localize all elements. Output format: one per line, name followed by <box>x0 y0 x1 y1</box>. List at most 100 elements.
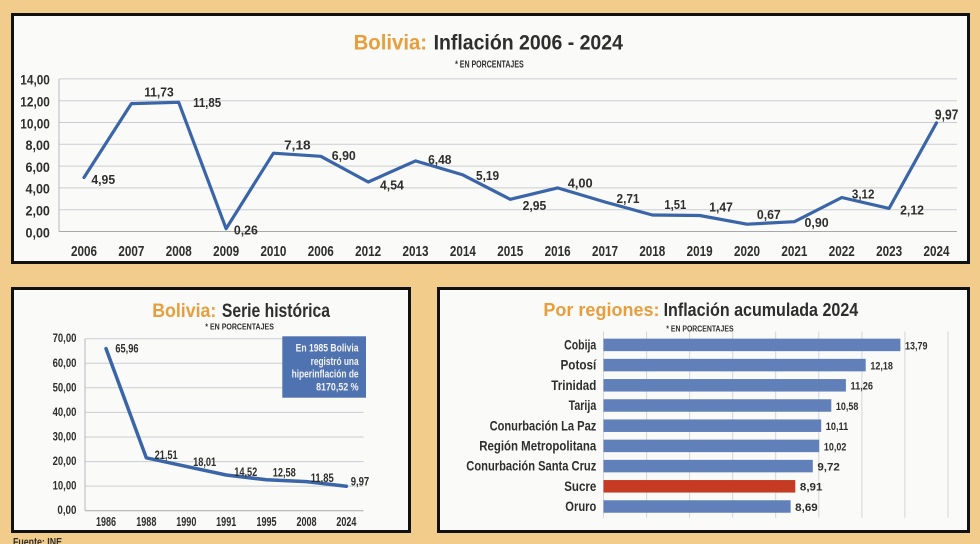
svg-text:Región Metropolitana: Región Metropolitana <box>479 439 596 454</box>
svg-text:4,95: 4,95 <box>91 172 115 187</box>
svg-text:0,90: 0,90 <box>805 215 829 230</box>
svg-text:2,71: 2,71 <box>617 191 640 206</box>
svg-text:2012: 2012 <box>355 244 381 260</box>
svg-text:1991: 1991 <box>216 514 236 529</box>
svg-text:8,91: 8,91 <box>800 482 823 494</box>
svg-text:12,00: 12,00 <box>20 94 50 110</box>
svg-text:Conurbación Santa Cruz: Conurbación Santa Cruz <box>466 459 596 474</box>
svg-text:4,00: 4,00 <box>26 181 51 197</box>
svg-text:30,00: 30,00 <box>53 429 77 443</box>
svg-text:Por regiones:: Por regiones: <box>543 299 659 320</box>
svg-text:2016: 2016 <box>545 244 571 260</box>
svg-text:2006: 2006 <box>308 244 334 260</box>
svg-text:5,19: 5,19 <box>476 168 499 183</box>
svg-text:8,69: 8,69 <box>795 502 818 514</box>
svg-text:0,00: 0,00 <box>26 224 51 240</box>
svg-text:2009: 2009 <box>213 244 239 260</box>
svg-text:14,00: 14,00 <box>20 72 50 88</box>
svg-text:0,26: 0,26 <box>234 222 258 237</box>
svg-text:Inflación acumulada 2024: Inflación acumulada 2024 <box>664 299 859 320</box>
svg-text:10,02: 10,02 <box>824 441 847 453</box>
svg-text:13,79: 13,79 <box>905 340 928 352</box>
svg-text:Trinidad: Trinidad <box>551 378 596 393</box>
svg-text:2019: 2019 <box>687 244 713 260</box>
svg-text:50,00: 50,00 <box>53 380 77 394</box>
svg-text:20,00: 20,00 <box>53 454 77 468</box>
svg-text:2022: 2022 <box>829 244 855 260</box>
svg-text:65,96: 65,96 <box>115 342 138 356</box>
svg-text:8,00: 8,00 <box>26 137 51 153</box>
svg-text:10,00: 10,00 <box>20 115 50 131</box>
svg-text:* EN PORCENTAJES: * EN PORCENTAJES <box>666 323 734 333</box>
svg-text:1990: 1990 <box>176 514 196 529</box>
svg-text:1988: 1988 <box>136 514 156 529</box>
svg-text:10,58: 10,58 <box>836 401 859 413</box>
svg-text:60,00: 60,00 <box>53 356 77 370</box>
svg-text:2014: 2014 <box>450 244 476 260</box>
svg-text:registró una: registró una <box>311 356 360 368</box>
svg-text:70,00: 70,00 <box>53 331 77 345</box>
svg-text:9,97: 9,97 <box>351 474 370 488</box>
svg-text:Tarija: Tarija <box>569 398 597 413</box>
svg-text:* EN PORCENTAJES: * EN PORCENTAJES <box>455 59 524 70</box>
svg-text:2024: 2024 <box>336 514 357 529</box>
svg-text:Bolivia:: Bolivia: <box>354 31 428 54</box>
svg-text:Oruro: Oruro <box>565 499 596 514</box>
svg-text:2017: 2017 <box>592 244 618 260</box>
svg-text:4,00: 4,00 <box>568 175 593 190</box>
svg-text:18,01: 18,01 <box>193 455 216 469</box>
svg-text:0,00: 0,00 <box>57 503 76 517</box>
svg-text:2008: 2008 <box>296 514 316 529</box>
svg-text:En 1985 Bolivia: En 1985 Bolivia <box>296 342 360 354</box>
svg-text:14,52: 14,52 <box>234 465 257 479</box>
svg-text:Cobija: Cobija <box>564 338 596 353</box>
svg-text:Potosí: Potosí <box>561 358 598 373</box>
svg-text:Serie histórica: Serie histórica <box>222 300 331 322</box>
svg-text:Bolivia:: Bolivia: <box>152 300 216 322</box>
svg-text:6,00: 6,00 <box>26 159 51 175</box>
svg-text:40,00: 40,00 <box>53 405 77 419</box>
svg-text:10,11: 10,11 <box>826 421 849 433</box>
svg-text:4,54: 4,54 <box>380 178 404 193</box>
svg-text:2006: 2006 <box>71 244 97 260</box>
svg-text:Inflación 2006 - 2024: Inflación 2006 - 2024 <box>434 31 624 54</box>
svg-text:9,72: 9,72 <box>817 462 840 474</box>
svg-text:Sucre: Sucre <box>564 479 596 494</box>
svg-text:1995: 1995 <box>256 514 276 529</box>
svg-text:11,85: 11,85 <box>311 471 334 485</box>
svg-text:12,18: 12,18 <box>870 361 893 373</box>
svg-text:2021: 2021 <box>781 244 807 260</box>
svg-text:2020: 2020 <box>734 244 760 260</box>
svg-text:hiperinflación de: hiperinflación de <box>292 369 359 381</box>
svg-text:11,26: 11,26 <box>851 381 874 393</box>
svg-text:0,67: 0,67 <box>757 207 781 222</box>
svg-text:6,90: 6,90 <box>332 148 356 163</box>
svg-text:2,00: 2,00 <box>26 203 51 219</box>
svg-text:2013: 2013 <box>403 244 429 260</box>
svg-text:21,51: 21,51 <box>155 448 178 462</box>
svg-text:2023: 2023 <box>876 244 902 260</box>
svg-text:2018: 2018 <box>639 244 665 260</box>
svg-text:6,48: 6,48 <box>428 152 451 167</box>
svg-text:2010: 2010 <box>260 244 286 260</box>
svg-text:12,58: 12,58 <box>273 466 296 480</box>
svg-text:7,18: 7,18 <box>284 137 311 152</box>
svg-text:1,47: 1,47 <box>709 200 733 215</box>
svg-text:10,00: 10,00 <box>53 479 77 493</box>
svg-text:2,12: 2,12 <box>900 203 924 218</box>
svg-text:3,12: 3,12 <box>852 186 875 201</box>
svg-text:2024: 2024 <box>923 244 949 260</box>
svg-text:9,97: 9,97 <box>935 106 959 123</box>
svg-text:1986: 1986 <box>96 514 116 529</box>
svg-text:2,95: 2,95 <box>523 198 547 213</box>
svg-text:2015: 2015 <box>497 244 523 260</box>
svg-text:11,73: 11,73 <box>144 84 174 99</box>
svg-text:2007: 2007 <box>118 244 144 260</box>
svg-text:Fuente: INE: Fuente: INE <box>13 537 62 544</box>
svg-text:Conurbación La Paz: Conurbación La Paz <box>490 418 597 433</box>
svg-text:8170,52 %: 8170,52 % <box>316 382 359 394</box>
svg-text:1,51: 1,51 <box>664 197 686 212</box>
svg-text:11,85: 11,85 <box>193 95 221 110</box>
svg-text:2008: 2008 <box>166 244 192 260</box>
svg-text:* EN PORCENTAJES: * EN PORCENTAJES <box>205 321 274 331</box>
